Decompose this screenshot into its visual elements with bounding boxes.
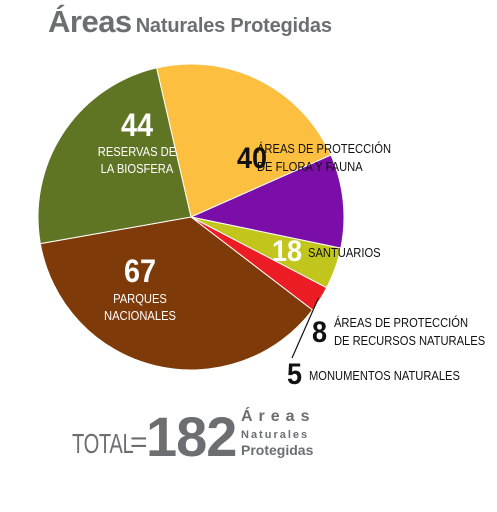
title-rest: Naturales Protegidas (135, 15, 332, 37)
slice-category-label: DE FLORA Y FAUNA (257, 159, 364, 174)
slice-category-label: ÁREAS DE PROTECCIÓN (257, 140, 391, 156)
total-value: 182 (146, 405, 237, 468)
slice-value-label: 40 (237, 142, 267, 176)
slice-category-label: RESERVAS DE (98, 144, 176, 159)
slice-category-label: NACIONALES (104, 308, 176, 323)
slice-category-label: PARQUES (113, 291, 167, 306)
chart-title: Áreas Naturales Protegidas (48, 4, 332, 40)
slice-category-label: SANTUARIOS (308, 245, 381, 260)
slice-category-label: DE RECURSOS NATURALES (334, 333, 485, 348)
total-word-naturales: Naturales (241, 429, 310, 441)
pie-slice (37, 67, 192, 245)
pie-slice (155, 63, 332, 218)
slice-value-label: 18 (272, 235, 302, 269)
leader-line (291, 297, 319, 359)
total-word-areas: Áreas (241, 408, 316, 425)
pie-slice (39, 216, 314, 371)
slice-value-label: 44 (121, 108, 153, 144)
slice-value-label: 8 (312, 316, 327, 350)
total-equals: = (130, 426, 148, 459)
total-label: TOTAL (72, 428, 134, 459)
title-main: Áreas (48, 4, 132, 39)
slice-category-label: LA BIOSFERA (101, 161, 174, 176)
slice-category-label: ÁREAS DE PROTECCIÓN (334, 314, 468, 330)
slice-category-label: MONUMENTOS NATURALES (309, 368, 460, 383)
slice-value-label: 67 (124, 254, 156, 290)
slice-value-label: 5 (287, 358, 302, 392)
total-word-protegidas: Protegidas (241, 442, 314, 458)
